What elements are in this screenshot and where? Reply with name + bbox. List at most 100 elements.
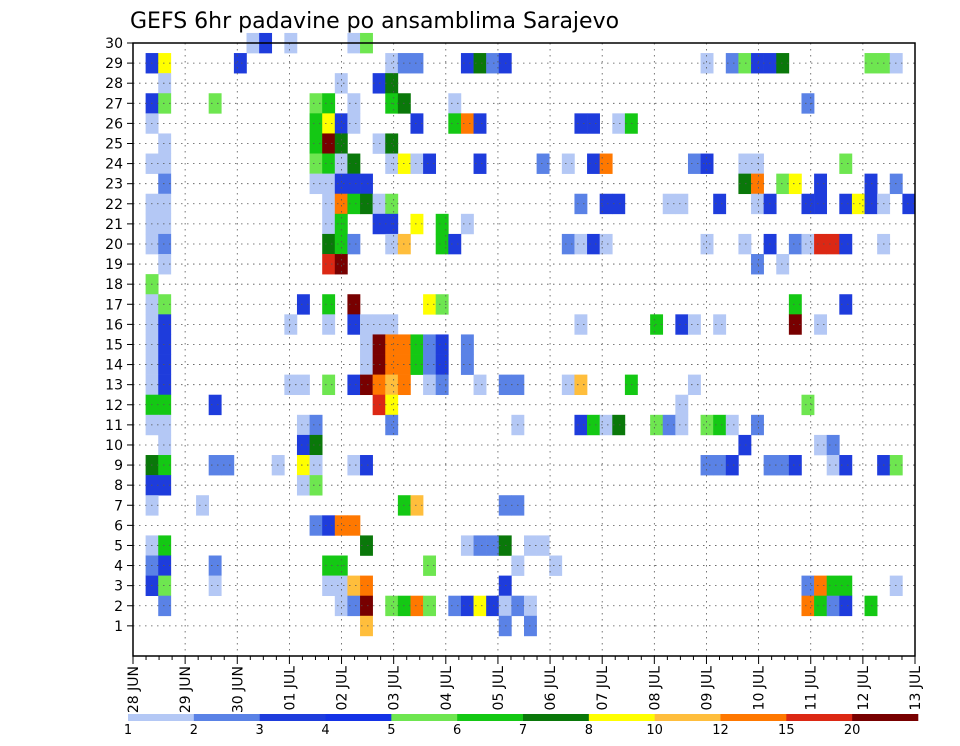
heatmap-cell [460,53,474,74]
heatmap-cell [360,455,373,476]
heatmap-cell [360,193,373,215]
heatmap-cell [675,414,689,436]
x-tick-label: 01 JUL [282,666,298,711]
heatmap-cell [700,233,714,255]
heatmap-cell [612,414,626,436]
heatmap-cell [700,153,714,174]
heatmap-cell [687,374,701,396]
heatmap-cell [826,455,840,476]
heatmap-cell [814,314,828,335]
heatmap-cell [738,173,752,195]
heatmap-cell [347,93,361,114]
heatmap-cell [460,354,474,375]
heatmap-cell [309,414,323,436]
heatmap-cell [158,153,172,174]
heatmap-cell [587,153,600,174]
heatmap-cell [460,213,474,235]
heatmap-cell [334,133,348,154]
heatmap-cell [410,595,424,617]
heatmap-cell [839,233,853,255]
heatmap-cell [574,233,588,255]
heatmap-cell [460,334,474,355]
legend-label: 20 [844,723,861,738]
heatmap-cell [574,193,588,215]
heatmap-cell [322,153,336,174]
heatmap-cell [158,374,172,396]
heatmap-cell [334,233,348,255]
heatmap-cell [423,555,437,576]
heatmap-cell [423,153,437,174]
heatmap-cell [839,294,853,315]
heatmap-cell [662,414,676,436]
heatmap-cell [347,294,361,315]
x-tick-label: 29 JUN [178,666,194,713]
plot-gridlines [133,42,915,656]
heatmap-cell [360,354,373,375]
heatmap-cell [360,615,373,637]
heatmap-cell [713,193,727,215]
heatmap-cell [599,153,613,174]
heatmap-cell [296,374,310,396]
heatmap-cell [360,374,373,396]
y-tick-label: 22 [105,197,123,213]
heatmap-cell [296,414,310,436]
x-tick-label: 13 JUL [908,666,924,711]
heatmap-cell [839,595,853,617]
heatmap-cell [536,153,550,174]
heatmap-cell [322,294,336,315]
heatmap-cell [700,455,714,476]
legend-label: 6 [453,723,461,738]
heatmap-cell [208,455,222,476]
heatmap-cell [322,193,336,215]
heatmap-cell [448,233,462,255]
heatmap-cell [902,193,916,215]
heatmap-cell [347,173,361,195]
heatmap-cell [725,53,739,74]
heatmap-cell [662,193,676,215]
heatmap-cell [801,595,815,617]
heatmap-cell [574,113,588,134]
heatmap-cell [284,374,298,396]
heatmap-cell [296,294,310,315]
heatmap-cell [826,233,840,255]
heatmap-cell [296,455,310,476]
heatmap-cell [725,455,739,476]
y-tick-label: 24 [105,157,123,173]
heatmap-cell [158,455,172,476]
y-tick-label: 5 [114,538,123,554]
heatmap-cell [713,414,727,436]
y-tick-label: 30 [105,36,123,52]
heatmap-cell [322,314,336,335]
heatmap-cell [788,455,802,476]
heatmap-cell [158,233,172,255]
heatmap-cell [360,595,373,617]
heatmap-cell [435,354,449,375]
legend-label: 3 [256,723,264,738]
heatmap-cell [158,414,172,436]
heatmap-cell [410,334,424,355]
heatmap-cell [410,354,424,375]
heatmap-cell [574,314,588,335]
heatmap-cell [776,455,790,476]
heatmap-cell [423,354,437,375]
legend-label: 8 [585,723,593,738]
heatmap-cell [158,434,172,456]
legend-swatch [259,714,326,721]
heatmap-cell [158,294,172,315]
heatmap-cell [322,515,336,536]
heatmap-cell [347,233,361,255]
heatmap-cell [460,535,474,556]
heatmap-cell [322,233,336,255]
chart-title: GEFS 6hr padavine po ansamblima Sarajevo [130,9,619,34]
y-tick-label: 18 [105,277,123,293]
heatmap-cell [334,193,348,215]
heatmap-cell [158,354,172,375]
heatmap-cell [423,294,437,315]
heatmap-cell [322,133,336,154]
heatmap-cell [334,575,348,597]
heatmap-cell [360,575,373,597]
heatmap-cell [334,73,348,94]
heatmap-cell [158,254,172,275]
y-tick-label: 7 [114,498,123,514]
heatmap-cell [801,575,815,597]
